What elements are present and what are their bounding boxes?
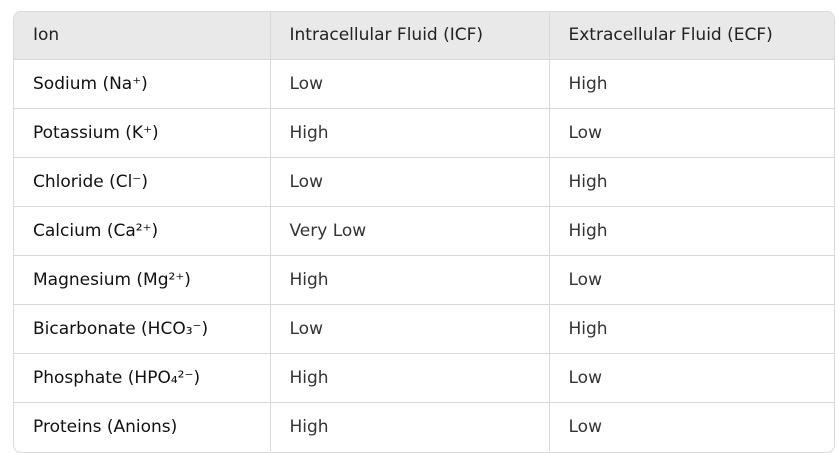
ecf-cell: Low — [549, 255, 834, 305]
table-row: Proteins (Anions) High Low — [14, 402, 834, 451]
icf-cell: High — [270, 255, 550, 305]
icf-cell: Low — [270, 304, 550, 354]
ion-distribution-table-container: Ion Intracellular Fluid (ICF) Extracellu… — [13, 11, 835, 453]
table-row: Phosphate (HPO₄²⁻) High Low — [14, 353, 834, 403]
icf-cell: High — [270, 402, 550, 451]
ion-cell: Phosphate (HPO₄²⁻) — [14, 353, 271, 403]
table-row: Potassium (K⁺) High Low — [14, 108, 834, 158]
table-row: Chloride (Cl⁻) Low High — [14, 157, 834, 207]
ecf-cell: High — [549, 206, 834, 256]
table-row: Magnesium (Mg²⁺) High Low — [14, 255, 834, 305]
table-row: Calcium (Ca²⁺) Very Low High — [14, 206, 834, 256]
ion-cell: Magnesium (Mg²⁺) — [14, 255, 271, 305]
ecf-cell: Low — [568, 416, 602, 437]
icf-cell: High — [270, 353, 550, 403]
icf-cell: Very Low — [270, 206, 550, 256]
table-row: Bicarbonate (HCO₃⁻) Low High — [14, 304, 834, 354]
icf-cell: Low — [270, 157, 550, 207]
ecf-cell: Low — [549, 108, 834, 158]
header-ion: Ion — [14, 12, 271, 60]
ecf-cell: High — [549, 304, 834, 354]
icf-cell: High — [270, 108, 550, 158]
table-row: Sodium (Na⁺) Low High — [14, 59, 834, 109]
header-ecf: Extracellular Fluid (ECF) — [549, 12, 834, 60]
ion-cell: Chloride (Cl⁻) — [14, 157, 271, 207]
ion-cell: Sodium (Na⁺) — [14, 59, 271, 109]
ion-distribution-table: Ion Intracellular Fluid (ICF) Extracellu… — [14, 12, 834, 451]
ecf-cell: Low — [549, 353, 834, 403]
ion-cell: Potassium (K⁺) — [14, 108, 271, 158]
ion-cell: Proteins (Anions) — [14, 402, 271, 451]
ion-cell: Bicarbonate (HCO₃⁻) — [14, 304, 271, 354]
ecf-cell: High — [549, 157, 834, 207]
ion-cell: Calcium (Ca²⁺) — [14, 206, 271, 256]
header-icf: Intracellular Fluid (ICF) — [270, 12, 550, 60]
icf-cell: Low — [270, 59, 550, 109]
ecf-cell: High — [549, 59, 834, 109]
table-header-row: Ion Intracellular Fluid (ICF) Extracellu… — [14, 12, 834, 60]
